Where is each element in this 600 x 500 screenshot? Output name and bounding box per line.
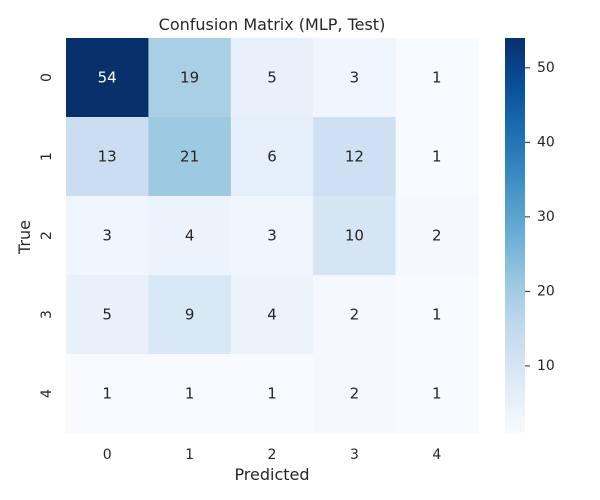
x-tick-label: 1: [185, 447, 194, 463]
cell-value-label: 13: [98, 148, 117, 166]
cell-value-label: 12: [345, 148, 364, 166]
heatmap-cell: [66, 38, 149, 118]
x-tick-label: 4: [432, 447, 441, 463]
y-tick-label: 4: [39, 389, 55, 398]
heatmap-cell: [148, 38, 232, 118]
colorbar-tick-label: 20: [537, 283, 555, 299]
cell-value-label: 3: [102, 227, 112, 245]
heatmap-cell: [66, 354, 149, 434]
cell-value-label: 2: [432, 227, 442, 245]
colorbar-tick-label: 30: [537, 209, 555, 225]
heatmap-cell: [313, 275, 397, 355]
heatmap-cell: [230, 117, 314, 197]
cell-value-label: 1: [432, 306, 442, 324]
cell-value-label: 10: [345, 227, 364, 245]
heatmap-cell: [66, 275, 149, 355]
cell-value-label: 1: [102, 385, 112, 403]
heatmap-cell: [395, 117, 479, 197]
x-tick-label: 2: [268, 447, 277, 463]
y-axis-title: True: [15, 220, 34, 255]
colorbar-tick-label: 50: [537, 60, 555, 76]
heatmap-cell: [313, 196, 397, 276]
cell-value-label: 9: [185, 306, 195, 324]
cell-value-label: 1: [432, 148, 442, 166]
y-axis-ticks: 0 1 2 3 4: [39, 73, 55, 398]
heatmap-cell: [148, 275, 232, 355]
colorbar-tick-label: 10: [537, 358, 555, 374]
chart-title: Confusion Matrix (MLP, Test): [159, 15, 386, 34]
heatmap-cell: [395, 275, 479, 355]
cell-value-label: 3: [267, 227, 277, 245]
heatmap-cell: [148, 354, 232, 434]
heatmap-grid: 54 19 5 3 113 21 6 12 13 4 3 10 25 9 4 2 11 1 1 2 1: [66, 38, 479, 434]
cell-value-label: 1: [432, 69, 442, 87]
heatmap-cell: [148, 117, 232, 197]
cell-value-label: 1: [267, 385, 277, 403]
cell-value-label: 21: [180, 148, 199, 166]
colorbar-ticks: 10 20 30 40 50: [525, 60, 555, 374]
heatmap-cell: [230, 196, 314, 276]
heatmap-cell: [313, 38, 397, 118]
y-tick-label: 2: [39, 231, 55, 240]
heatmap-cell: [230, 354, 314, 434]
cell-value-label: 5: [267, 69, 277, 87]
cell-value-label: 4: [267, 306, 277, 324]
cell-value-label: 19: [180, 69, 199, 87]
x-axis-title: Predicted: [234, 465, 309, 484]
heatmap-cell: [395, 354, 479, 434]
x-tick-label: 0: [103, 447, 112, 463]
cell-value-label: 1: [432, 385, 442, 403]
x-tick-label: 3: [350, 447, 359, 463]
cell-value-label: 5: [102, 306, 112, 324]
y-tick-label: 0: [39, 73, 55, 82]
colorbar: [505, 38, 525, 433]
heatmap-cell: [395, 38, 479, 118]
heatmap-cell: [230, 38, 314, 118]
colorbar-tick-label: 40: [537, 134, 555, 150]
heatmap-cell: [148, 196, 232, 276]
cell-value-label: 1: [185, 385, 195, 403]
y-tick-label: 1: [39, 152, 55, 161]
cell-value-label: 54: [98, 69, 117, 87]
heatmap-cell: [66, 117, 149, 197]
heatmap-cell: [395, 196, 479, 276]
cell-value-label: 2: [350, 385, 360, 403]
heatmap-cell: [313, 117, 397, 197]
y-tick-label: 3: [39, 310, 55, 319]
heatmap-cell: [313, 354, 397, 434]
heatmap-cell: [66, 196, 149, 276]
x-axis-ticks: 0 1 2 3 4: [103, 447, 442, 463]
cell-value-label: 2: [350, 306, 360, 324]
cell-value-label: 6: [267, 148, 277, 166]
heatmap-cell: [230, 275, 314, 355]
cell-value-label: 4: [185, 227, 195, 245]
cell-value-label: 3: [350, 69, 360, 87]
